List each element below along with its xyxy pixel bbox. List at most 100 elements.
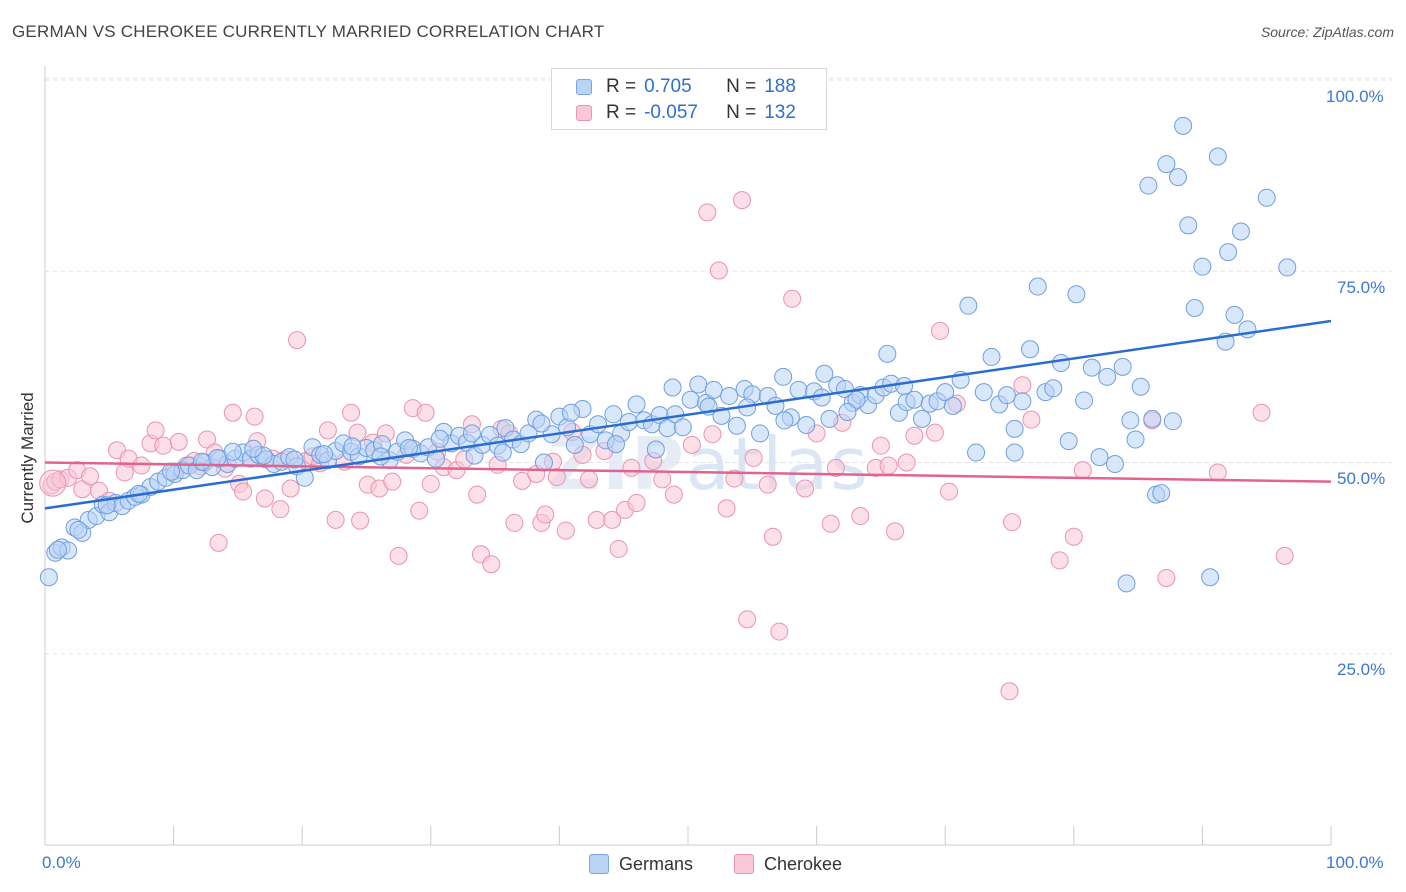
cherokee-point bbox=[905, 426, 924, 445]
n-label: N = bbox=[726, 102, 757, 123]
german-point bbox=[561, 403, 580, 422]
n-value-cherokee: 132 bbox=[764, 102, 796, 123]
cherokee-point bbox=[1050, 551, 1069, 570]
cherokee-point bbox=[468, 485, 487, 504]
cherokee-point bbox=[1252, 403, 1271, 422]
cherokee-point bbox=[879, 456, 898, 475]
cherokee-point bbox=[682, 435, 701, 454]
german-point bbox=[878, 344, 897, 363]
cherokee-point bbox=[871, 436, 890, 455]
cherokee-point bbox=[1013, 376, 1032, 395]
cherokee-point bbox=[783, 289, 802, 308]
german-point bbox=[943, 396, 962, 415]
cherokee-point bbox=[653, 470, 672, 489]
german-point bbox=[1131, 377, 1150, 396]
german-point bbox=[1143, 409, 1162, 428]
german-point bbox=[1238, 320, 1257, 339]
cherokee-point bbox=[1157, 569, 1176, 588]
german-point bbox=[39, 568, 58, 587]
cherokee-point bbox=[536, 505, 555, 524]
cherokee-point bbox=[763, 527, 782, 546]
german-point bbox=[1278, 258, 1297, 277]
cherokee-point bbox=[288, 331, 307, 350]
cherokee-point bbox=[421, 474, 440, 493]
german-point bbox=[1201, 568, 1220, 587]
german-point bbox=[604, 405, 623, 424]
german-point bbox=[588, 415, 607, 434]
legend-item-cherokee[interactable]: Cherokee bbox=[734, 852, 842, 876]
cherokee-point bbox=[1000, 682, 1019, 701]
cherokee-point bbox=[1073, 461, 1092, 480]
german-point bbox=[1013, 392, 1032, 411]
german-point bbox=[1044, 379, 1063, 398]
y-axis-title: Currently Married bbox=[18, 392, 37, 524]
cherokee-point bbox=[821, 514, 840, 533]
source-credit: Source: ZipAtlas.com bbox=[1260, 24, 1394, 40]
german-point bbox=[797, 416, 816, 435]
cherokee-point bbox=[758, 475, 777, 494]
german-point bbox=[673, 418, 692, 437]
german-point bbox=[775, 411, 794, 430]
german-point bbox=[343, 437, 362, 456]
cherokee-point bbox=[826, 458, 845, 477]
legend-row-germans: R = 0.705 N = 188 bbox=[576, 75, 796, 99]
r-value-germans: 0.705 bbox=[644, 76, 692, 97]
germans-swatch bbox=[576, 79, 592, 95]
germans-swatch bbox=[589, 854, 609, 874]
cherokee-points bbox=[39, 191, 1294, 701]
cherokee-point bbox=[410, 501, 429, 520]
german-point bbox=[1225, 305, 1244, 324]
german-point bbox=[1168, 168, 1187, 187]
cherokee-point bbox=[154, 436, 173, 455]
german-point bbox=[663, 378, 682, 397]
german-point bbox=[430, 429, 449, 448]
cherokee-point bbox=[1003, 513, 1022, 532]
cherokee-point bbox=[223, 403, 242, 422]
chart-title: GERMAN VS CHEROKEE CURRENTLY MARRIED COR… bbox=[12, 22, 605, 41]
german-point bbox=[1185, 298, 1204, 317]
cherokee-point bbox=[271, 500, 290, 519]
cherokee-point bbox=[505, 513, 524, 532]
german-point bbox=[69, 520, 88, 539]
german-point bbox=[720, 386, 739, 405]
cherokee-swatch bbox=[576, 105, 592, 121]
y-tick-label-25: 25.0% bbox=[1337, 660, 1386, 679]
german-point bbox=[534, 453, 553, 472]
cherokee-point bbox=[383, 472, 402, 491]
r-label: R = bbox=[606, 102, 637, 123]
n-value-germans: 188 bbox=[764, 76, 796, 97]
cherokee-point bbox=[703, 425, 722, 444]
cherokee-point bbox=[318, 421, 337, 440]
german-point bbox=[812, 388, 831, 407]
german-point bbox=[1067, 285, 1086, 304]
cherokee-point bbox=[482, 555, 501, 574]
german-point bbox=[1021, 340, 1040, 359]
germans-label: Germans bbox=[619, 853, 694, 874]
r-value-cherokee: -0.057 bbox=[644, 102, 698, 123]
german-point bbox=[1157, 155, 1176, 174]
cherokee-point bbox=[698, 203, 717, 222]
german-point bbox=[1105, 455, 1124, 474]
german-point bbox=[689, 375, 708, 394]
german-point bbox=[815, 364, 834, 383]
cherokee-point bbox=[925, 423, 944, 442]
german-point bbox=[1179, 216, 1198, 235]
cherokee-point bbox=[709, 261, 728, 280]
legend-item-germans[interactable]: Germans bbox=[589, 852, 693, 876]
german-point bbox=[1152, 484, 1171, 503]
german-point bbox=[967, 443, 986, 462]
cherokee-point bbox=[622, 458, 641, 477]
x-tick-label-max: 100.0% bbox=[1326, 853, 1384, 872]
cherokee-point bbox=[389, 546, 408, 565]
legend-row-cherokee: R = -0.057 N = 132 bbox=[576, 101, 796, 125]
cherokee-trend-line bbox=[44, 461, 1332, 483]
cherokee-point bbox=[146, 421, 165, 440]
german-point bbox=[606, 435, 625, 454]
cherokee-point bbox=[587, 510, 606, 529]
cherokee-point bbox=[603, 510, 622, 529]
germans-trend-line bbox=[44, 319, 1332, 510]
german-point bbox=[162, 462, 181, 481]
german-point bbox=[646, 440, 665, 459]
cherokee-point bbox=[234, 482, 253, 501]
german-point bbox=[838, 403, 857, 422]
